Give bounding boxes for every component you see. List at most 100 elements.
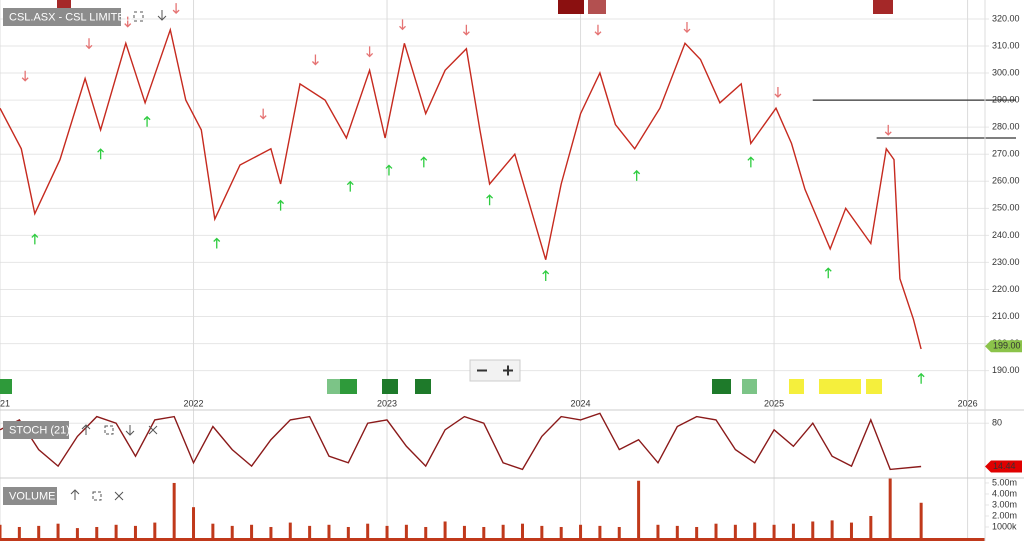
volume-bar: [75, 528, 79, 538]
volume-bar: [192, 507, 196, 538]
buy-arrow: [486, 194, 494, 206]
sell-arrow: [774, 86, 782, 98]
volume-bar: [675, 525, 679, 538]
volume-bar: [269, 526, 273, 538]
buy-arrow: [747, 156, 755, 168]
volume-bar: [733, 524, 737, 538]
volume-bar: [888, 478, 892, 538]
sell-arrow: [85, 38, 93, 50]
buy-arrow: [385, 164, 393, 176]
sell-arrow: [21, 70, 29, 82]
y-tick-label: 3.00m: [992, 499, 1017, 509]
grid-layer: [0, 0, 989, 541]
sell-arrow: [172, 3, 180, 15]
mark-layer: [0, 3, 1016, 541]
volume-bar: [772, 524, 776, 538]
buy-arrow: [824, 267, 832, 279]
volume-bar: [288, 522, 292, 538]
volume-bar: [385, 525, 389, 538]
volume-bar: [811, 521, 815, 538]
tag-layer: 190.00200.00210.00220.00230.00240.00250.…: [0, 13, 1022, 531]
volume-bar: [114, 524, 118, 538]
zoom-controls[interactable]: [469, 359, 521, 382]
expand-icon[interactable]: [92, 491, 102, 501]
volume-bar: [0, 524, 2, 538]
x-tick-label: 2021: [0, 398, 10, 408]
buy-arrow: [420, 156, 428, 168]
y-tick-label: 240.00: [992, 230, 1020, 240]
sell-arrow: [399, 19, 406, 31]
y-tick-label: 300.00: [992, 67, 1020, 77]
volume-bar: [424, 526, 428, 538]
volume-bar: [404, 524, 408, 538]
volume-bar: [366, 523, 370, 538]
volume-bar: [327, 524, 331, 538]
y-tick-label: 5.00m: [992, 477, 1017, 487]
volume-bar: [230, 525, 234, 538]
sell-arrow: [366, 46, 374, 58]
x-tick-label: 2022: [184, 398, 204, 408]
x-tick-label: 2026: [958, 398, 978, 408]
buy-arrow: [633, 169, 641, 181]
sell-arrow: [124, 16, 132, 28]
volume-bar: [462, 525, 466, 538]
volume-bar: [346, 526, 350, 538]
volume-bar: [17, 526, 21, 538]
volume-bar: [791, 523, 795, 538]
buy-arrow: [213, 237, 221, 249]
volume-bar: [133, 525, 137, 538]
header-bg: [3, 487, 57, 505]
volume-bar: [598, 525, 602, 538]
volume-bar: [56, 523, 60, 538]
down-icon[interactable]: [157, 10, 167, 21]
volume-bar: [919, 502, 923, 538]
panel-icons[interactable]: [70, 489, 124, 501]
volume-bar: [579, 524, 583, 538]
volume-bar: [753, 522, 757, 538]
volume-base: [0, 538, 985, 541]
y-tick-label: 230.00: [992, 257, 1020, 267]
buy-arrow: [97, 148, 105, 160]
volume-bar: [501, 524, 505, 538]
volume-bar: [308, 525, 312, 538]
last-value-label: 14.44: [993, 461, 1016, 471]
volume-bar: [172, 482, 176, 538]
panel-icons[interactable]: [81, 424, 158, 436]
volume-bar: [656, 524, 660, 538]
volume-bar: [637, 480, 641, 538]
header-bg: [3, 8, 121, 26]
y-tick-label: 270.00: [992, 149, 1020, 159]
expand-icon[interactable]: [133, 11, 144, 22]
volume-bar: [695, 526, 699, 538]
zoom-bg: [469, 359, 521, 382]
volume-bar: [95, 526, 99, 538]
last-value-tag: [985, 460, 1022, 473]
volume-bar: [559, 526, 563, 538]
buy-arrow: [346, 180, 354, 192]
event-badges: [0, 0, 893, 394]
y-tick-label: 4.00m: [992, 488, 1017, 498]
y-tick-label: 1000k: [992, 521, 1017, 531]
volume-bar: [153, 522, 157, 538]
sell-arrow: [683, 22, 691, 33]
volume-bar: [211, 523, 215, 538]
sell-arrow: [311, 54, 319, 66]
volume-bar: [830, 520, 834, 538]
buy-arrow: [917, 372, 925, 384]
y-tick-label: 80: [992, 418, 1002, 428]
volume-bar: [443, 521, 447, 538]
chart-title: CSL.ASX - CSL LIMITED: [9, 11, 133, 23]
volume-bar: [540, 525, 544, 538]
price-line: [0, 412, 922, 471]
x-tick-label: 2025: [764, 398, 784, 408]
volume-bar: [849, 522, 853, 538]
volume-bar: [617, 526, 621, 538]
sell-arrow: [259, 108, 267, 120]
buy-arrow: [31, 233, 39, 245]
y-tick-label: 320.00: [992, 13, 1020, 23]
panel-title: STOCH (21): [9, 424, 70, 436]
expand-icon[interactable]: [104, 425, 114, 435]
y-tick-label: 190.00: [992, 365, 1020, 375]
